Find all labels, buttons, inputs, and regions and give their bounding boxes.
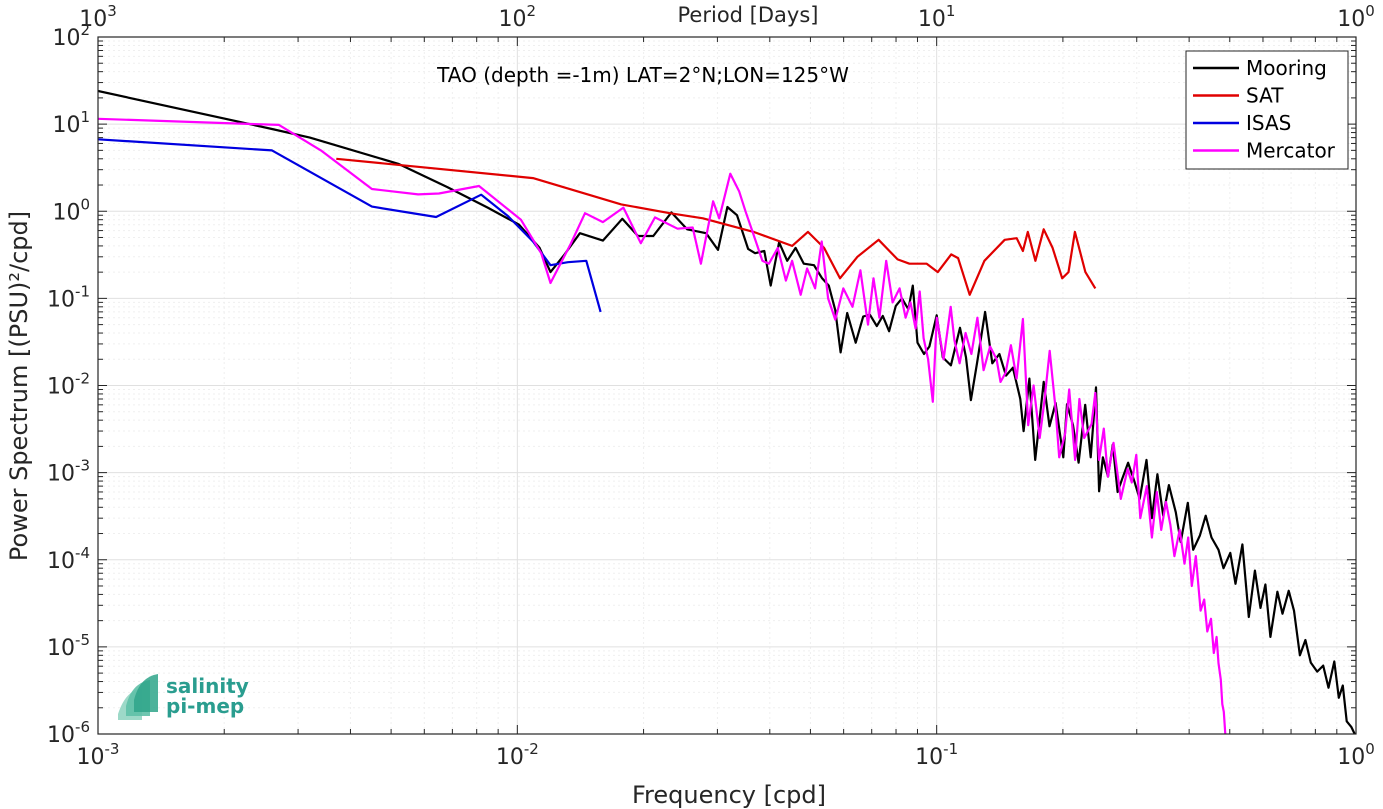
series-line-mercator <box>98 117 1227 734</box>
legend: Mooring SAT ISAS Mercator <box>1185 50 1349 170</box>
legend-items: Mooring SAT ISAS Mercator <box>1193 56 1336 163</box>
legend-label-sat: SAT <box>1246 84 1284 108</box>
y-tick-label: 10-4 <box>47 544 90 574</box>
y-tick-label: 10-1 <box>47 282 90 312</box>
x-tick-label: 10-2 <box>496 740 539 770</box>
y-tick-label: 10-6 <box>47 718 90 748</box>
y-tick-label: 101 <box>52 108 90 138</box>
x-tick-label: 10-1 <box>915 740 958 770</box>
x-tick-label: 10-3 <box>77 740 120 770</box>
series-lines <box>98 89 1356 734</box>
top-axis-title: Period [Days] <box>678 3 819 27</box>
y-tick-label: 100 <box>52 195 90 225</box>
top-tick-label: 102 <box>499 2 537 32</box>
legend-label-isas: ISAS <box>1246 111 1291 135</box>
top-tick-label: 103 <box>79 2 117 32</box>
axis-ticks <box>97 37 1356 735</box>
x-tick-label: 100 <box>1337 740 1375 770</box>
y-axis-title: Power Spectrum [(PSU)²/cpd] <box>5 211 33 561</box>
top-tick-label: 100 <box>1337 2 1375 32</box>
series-line-sat <box>336 157 1097 296</box>
y-tick-label: 10-5 <box>47 631 90 661</box>
top-tick-label: 101 <box>918 2 956 32</box>
legend-label-mooring: Mooring <box>1246 56 1327 80</box>
salinity-pi-mep-logo: salinity pi-mep <box>118 674 249 720</box>
logo-mark-icon <box>118 674 158 720</box>
y-tick-label: 10-3 <box>47 457 90 487</box>
legend-label-mercator: Mercator <box>1246 139 1336 163</box>
y-tick-label: 10-2 <box>47 370 90 400</box>
series-line-mooring <box>98 89 1356 734</box>
logo-text-salinity: salinity <box>166 674 249 698</box>
x-axis-title: Frequency [cpd] <box>632 781 826 809</box>
series-line-isas <box>98 138 602 313</box>
logo-text-pi-mep: pi-mep <box>166 694 244 718</box>
y-tick-label: 102 <box>52 21 90 51</box>
chart-title: TAO (depth =-1m) LAT=2°N;LON=125°W <box>436 63 849 87</box>
